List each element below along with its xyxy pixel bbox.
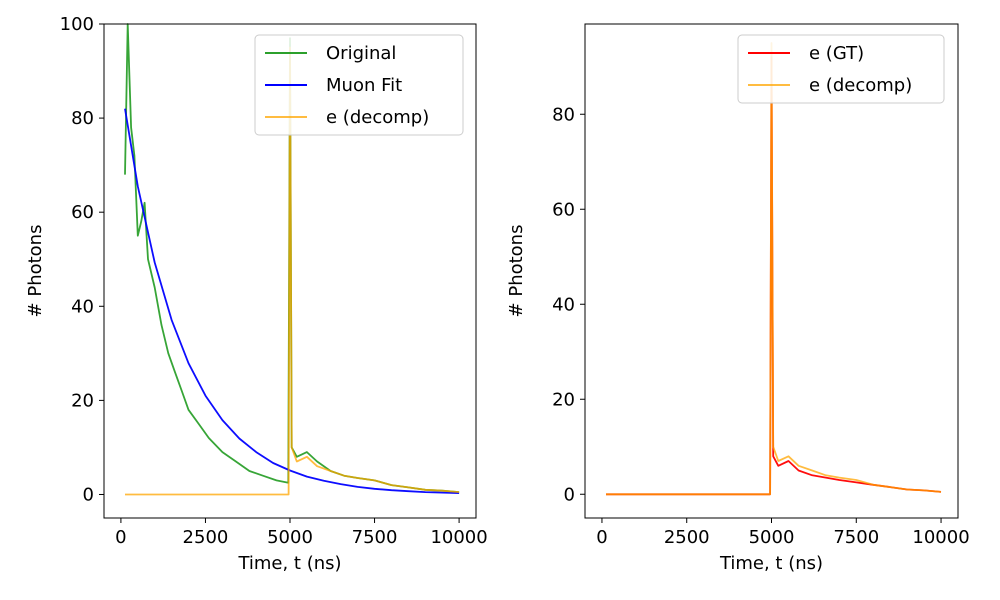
left-legend: Original Muon Fit e (decomp): [254, 34, 464, 136]
right-x-tick-label: 5000: [749, 527, 795, 548]
left-x-tick-label: 10000: [430, 527, 487, 548]
right-y-tick-label: 40: [552, 294, 575, 315]
left-legend-label: Muon Fit: [326, 75, 402, 96]
right-series-line-e-decomp: [606, 42, 942, 496]
right-x-ticks: 0 2500 5000 7500 10000: [596, 518, 970, 548]
left-x-axis-label: Time, t (ns): [237, 553, 341, 574]
left-y-tick-label: 100: [60, 14, 94, 35]
left-series-layer: [124, 23, 460, 496]
right-legend: e (GT) e (decomp): [737, 34, 945, 104]
left-x-ticks: 0 2500 5000 7500 10000: [115, 518, 488, 548]
right-x-tick-label: 0: [596, 527, 607, 548]
left-x-tick-label: 5000: [267, 527, 313, 548]
right-y-ticks: 0 20 40 60 80: [552, 104, 585, 505]
left-y-axis-label: # Photons: [25, 225, 46, 318]
right-y-axis-label: # Photons: [506, 225, 527, 318]
left-legend-box: [254, 34, 464, 136]
right-legend-label: e (decomp): [809, 75, 912, 96]
left-chart-panel: 0 2500 5000 7500 10000 0 20 40 60 80 100 Time, t …: [25, 14, 488, 574]
right-x-tick-label: 7500: [833, 527, 879, 548]
left-y-ticks: 0 20 40 60 80 100: [60, 14, 104, 505]
right-chart-panel: 0 2500 5000 7500 10000 0 20 40 60 80 Time, t (ns…: [506, 23, 970, 574]
left-y-tick-label: 80: [71, 108, 94, 129]
right-y-tick-label: 60: [552, 199, 575, 220]
left-y-tick-label: 0: [83, 484, 94, 505]
right-x-tick-label: 10000: [912, 527, 969, 548]
right-y-tick-label: 0: [564, 484, 575, 505]
right-legend-label: e (GT): [809, 43, 864, 64]
right-x-axis-label: Time, t (ns): [719, 553, 823, 574]
left-y-tick-label: 20: [71, 390, 94, 411]
left-legend-label: Original: [326, 43, 396, 64]
left-y-tick-label: 60: [71, 202, 94, 223]
right-x-tick-label: 2500: [664, 527, 710, 548]
left-x-tick-label: 0: [115, 527, 126, 548]
right-y-tick-label: 80: [552, 104, 575, 125]
right-y-tick-label: 20: [552, 389, 575, 410]
left-x-tick-label: 2500: [183, 527, 229, 548]
left-legend-label: e (decomp): [326, 107, 429, 128]
right-series-layer: [606, 42, 942, 496]
left-series-line-muon-fit: [124, 108, 460, 494]
left-series-line-e-decomp: [125, 46, 460, 496]
left-y-tick-label: 40: [71, 296, 94, 317]
left-x-tick-label: 7500: [352, 527, 398, 548]
